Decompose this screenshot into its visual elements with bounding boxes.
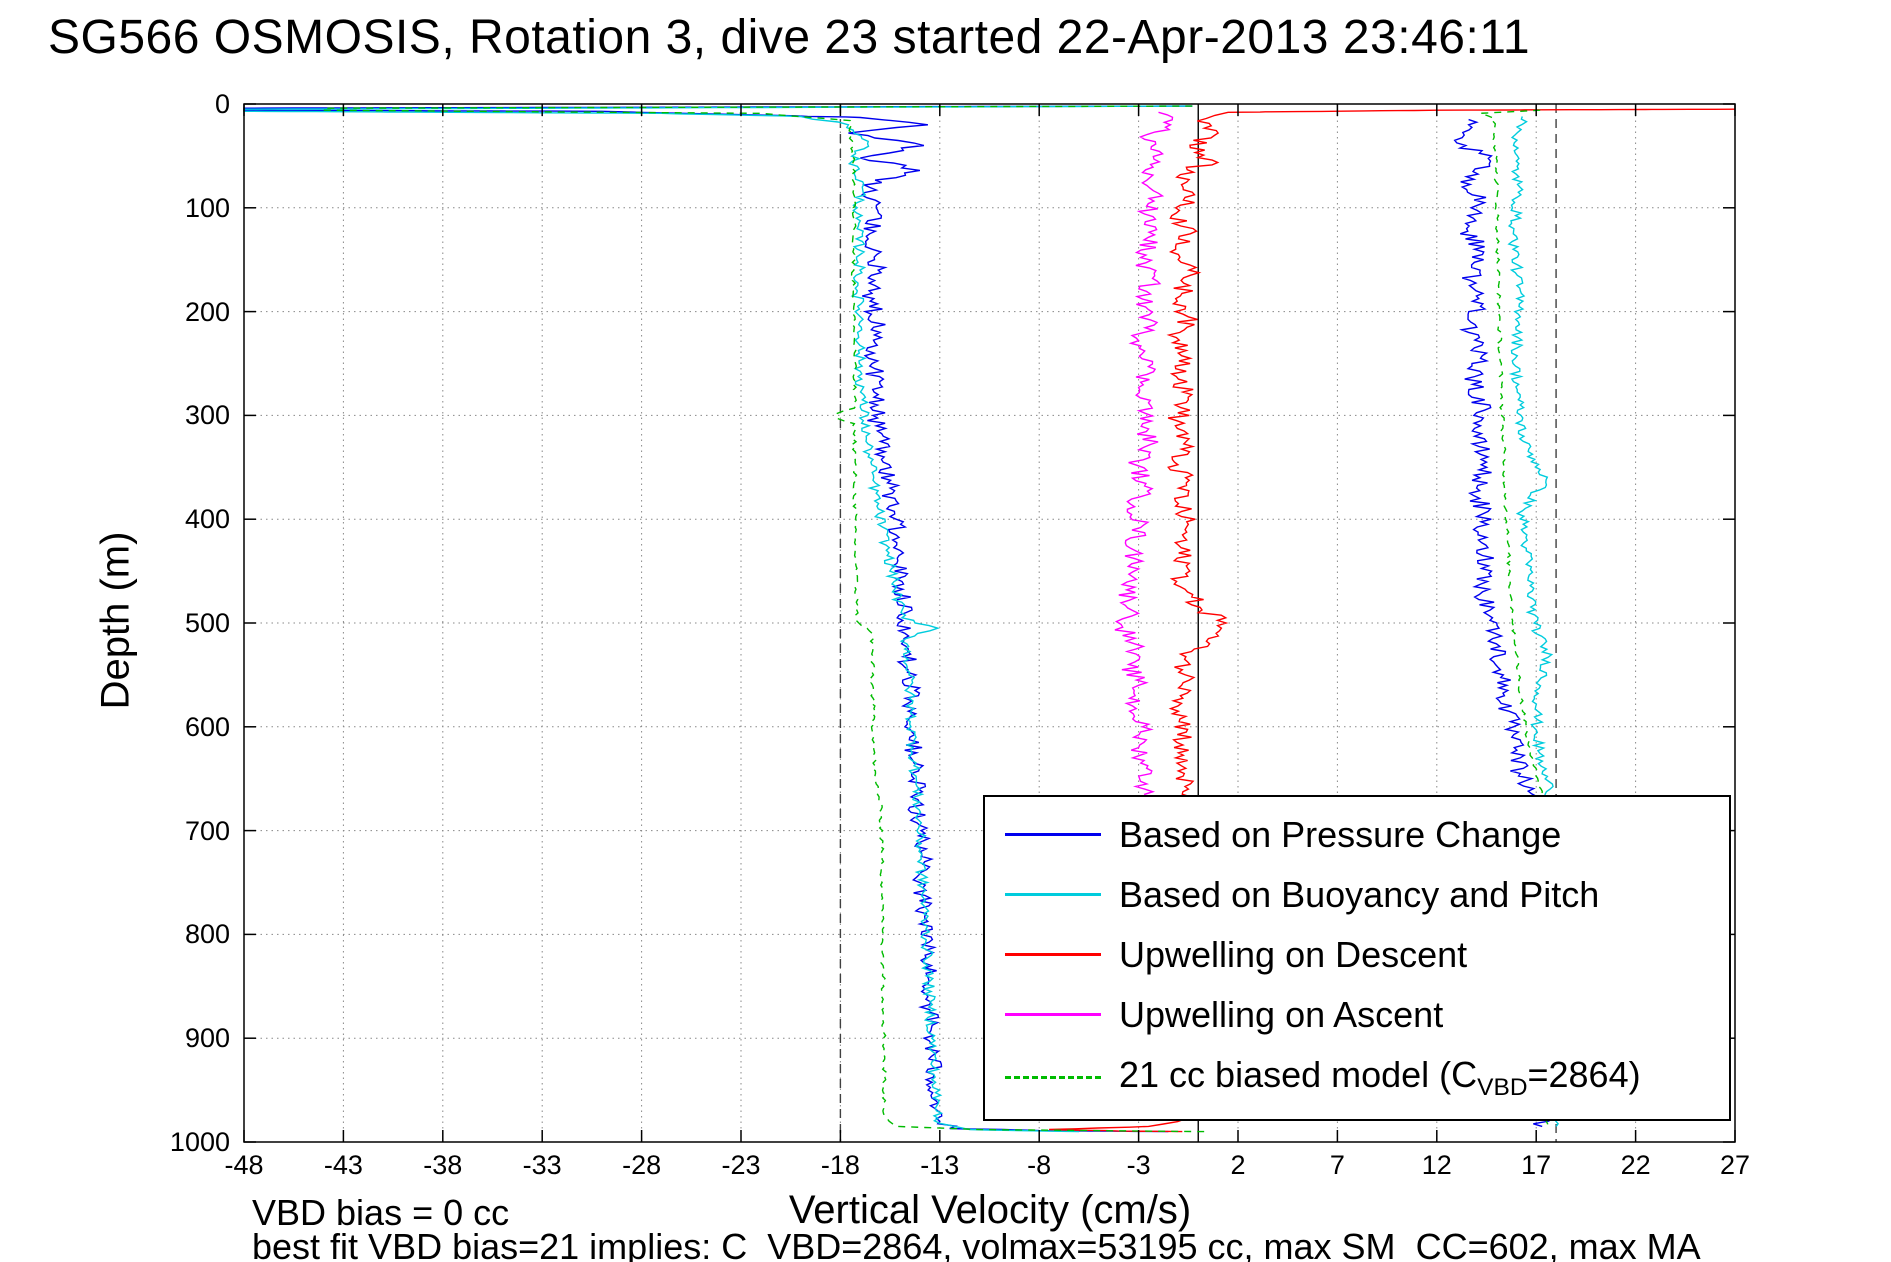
legend-item-upwelling-ascent: Upwelling on Ascent: [985, 994, 1729, 1036]
chart-title: SG566 OSMOSIS, Rotation 3, dive 23 start…: [48, 11, 1531, 64]
y-tick-label: 900: [184, 1023, 230, 1054]
legend-label: Upwelling on Ascent: [1119, 993, 1444, 1035]
x-tick-label: 22: [1620, 1150, 1651, 1180]
legend-line-sample-buoyancy: [1005, 893, 1101, 897]
y-tick-label: 800: [184, 919, 230, 950]
legend-label: Based on Buoyancy and Pitch: [1119, 873, 1600, 915]
y-tick-label: 200: [184, 296, 230, 327]
y-tick-label: 700: [184, 815, 230, 846]
y-tick-label: 500: [184, 608, 230, 638]
x-tick-label: 12: [1421, 1150, 1452, 1180]
best-fit-annotation: best fit VBD bias=21 implies: C_VBD=2864…: [252, 1226, 1701, 1262]
legend-item-pressure: Based on Pressure Change: [985, 814, 1729, 856]
legend-item-buoyancy: Based on Buoyancy and Pitch: [985, 874, 1729, 916]
x-tick-label: 2: [1230, 1150, 1246, 1180]
legend-label: Based on Pressure Change: [1119, 813, 1562, 855]
legend-line-sample-upwelling-ascent: [1005, 1013, 1101, 1017]
x-axis-label: Vertical Velocity (cm/s): [788, 1188, 1192, 1232]
y-tick-label: 400: [184, 504, 230, 535]
x-tick-label: -3: [1126, 1150, 1151, 1180]
y-tick-label: 600: [184, 711, 230, 742]
x-tick-label: -33: [522, 1150, 562, 1180]
x-tick-label: -48: [224, 1150, 264, 1180]
legend-label: Upwelling on Descent: [1119, 933, 1468, 975]
legend-line-sample-pressure: [1005, 833, 1101, 837]
legend-item-upwelling-descent: Upwelling on Descent: [985, 934, 1729, 976]
x-tick-label: -18: [820, 1150, 860, 1180]
legend-item-model: 21 cc biased model (CVBD=2864): [985, 1054, 1729, 1102]
y-tick-label: 300: [184, 400, 230, 431]
legend: Based on Pressure Change Based on Buoyan…: [983, 795, 1731, 1121]
x-tick-label: -43: [323, 1150, 363, 1180]
x-tick-label: 17: [1521, 1150, 1552, 1180]
x-tick-label: 7: [1329, 1150, 1345, 1180]
x-tick-label: -38: [423, 1150, 463, 1180]
x-tick-label: -13: [920, 1150, 960, 1180]
x-tick-label: -28: [622, 1150, 662, 1180]
legend-line-sample-model: [1005, 1076, 1101, 1080]
vbd-bias-annotation: VBD bias = 0 cc: [252, 1192, 510, 1233]
legend-label: 21 cc biased model (CVBD=2864): [1119, 1053, 1641, 1101]
x-tick-label: 27: [1719, 1150, 1751, 1180]
y-tick-label: 0: [214, 89, 230, 119]
x-tick-label: -8: [1027, 1150, 1052, 1180]
series-line-buoyancy: [243, 105, 1193, 1133]
y-tick-label: 1000: [169, 1127, 230, 1157]
axes-box: [243, 103, 1736, 1143]
y-tick-label: 100: [184, 192, 230, 223]
legend-line-sample-upwelling-descent: [1005, 953, 1101, 957]
x-tick-label: -23: [721, 1150, 761, 1180]
